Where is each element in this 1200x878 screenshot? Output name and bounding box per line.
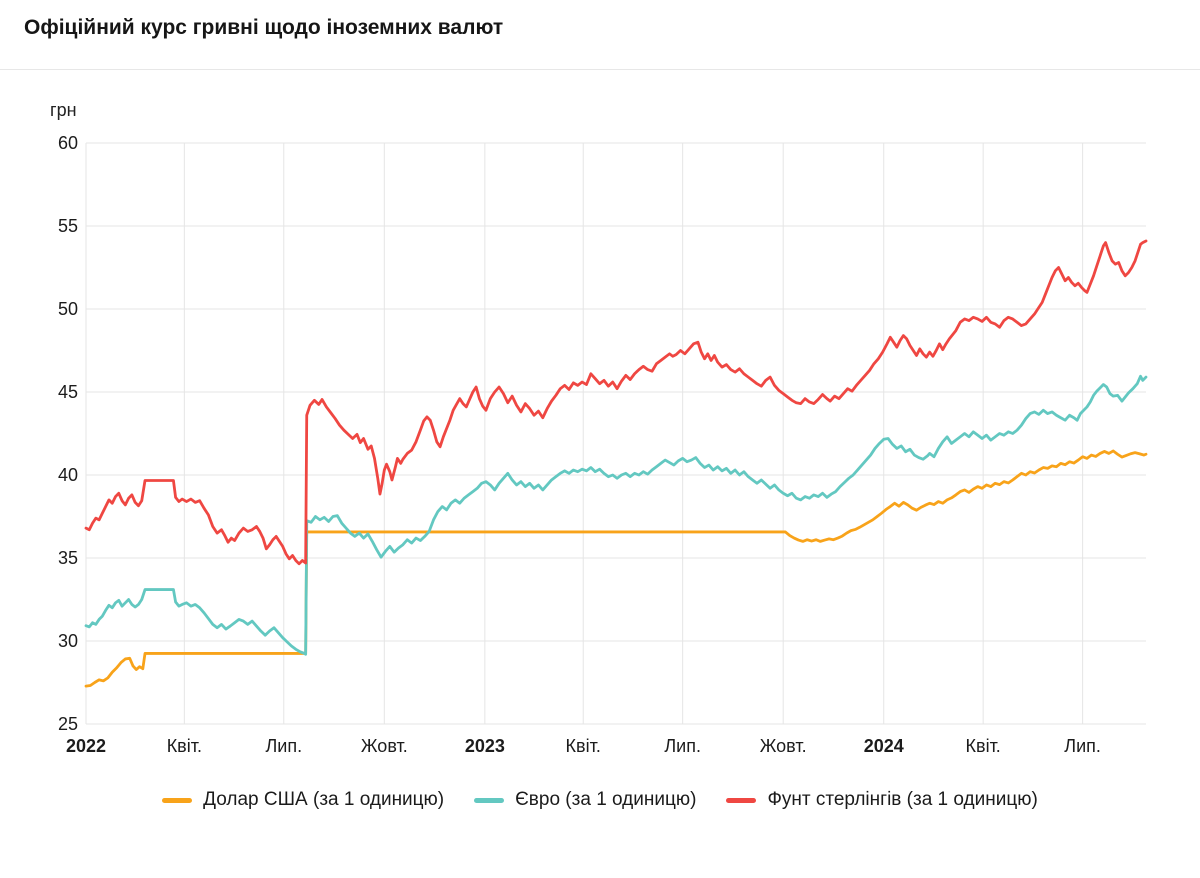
- x-tick-label: 2023: [464, 736, 505, 756]
- y-tick-label: 30: [57, 631, 78, 651]
- x-tick-label: Квіт.: [565, 736, 601, 756]
- eur-series-line: [84, 374, 1148, 656]
- y-tick-label: 25: [57, 714, 78, 734]
- legend-item-usd[interactable]: Долар США (за 1 одиницю): [162, 789, 444, 811]
- y-tick-label: 60: [57, 133, 78, 153]
- usd-series-line: [84, 449, 1148, 688]
- y-tick-label: 55: [57, 216, 78, 236]
- x-tick-label: Жовт.: [759, 736, 807, 756]
- gbp-series-swatch-icon: [726, 797, 757, 803]
- y-tick-label: 35: [57, 548, 78, 568]
- legend-label-eur: Євро (за 1 одиницю): [515, 789, 697, 810]
- legend: Долар США (за 1 одиницю) Євро (за 1 один…: [0, 789, 1200, 811]
- x-tick-label: Лип.: [1064, 736, 1101, 756]
- x-tick-label: Жовт.: [360, 736, 408, 756]
- legend-label-usd: Долар США (за 1 одиницю): [203, 789, 445, 810]
- y-tick-label: 40: [57, 465, 78, 485]
- x-tick-label: 2024: [863, 736, 904, 756]
- x-tick-label: Квіт.: [965, 736, 1001, 756]
- legend-item-eur[interactable]: Євро (за 1 одиницю): [474, 789, 696, 811]
- gbp-series-line: [84, 239, 1148, 566]
- y-tick-label: 45: [57, 382, 78, 402]
- legend-item-gbp[interactable]: Фунт стерлінгів (за 1 одиницю): [726, 789, 1038, 811]
- eur-series-swatch-icon: [474, 797, 505, 803]
- page-title: Офіційний курс гривні щодо іноземних вал…: [24, 16, 504, 39]
- x-tick-label: Лип.: [664, 736, 701, 756]
- x-tick-label: 2022: [65, 736, 107, 756]
- x-tick-label: Лип.: [265, 736, 303, 756]
- y-tick-label: 50: [57, 299, 78, 319]
- header-divider: [0, 69, 1200, 70]
- x-tick-label: Квіт.: [166, 736, 202, 756]
- usd-series-swatch-icon: [162, 797, 193, 803]
- y-axis-unit-label: грн: [50, 100, 77, 120]
- legend-label-gbp: Фунт стерлінгів (за 1 одиницю): [767, 789, 1038, 810]
